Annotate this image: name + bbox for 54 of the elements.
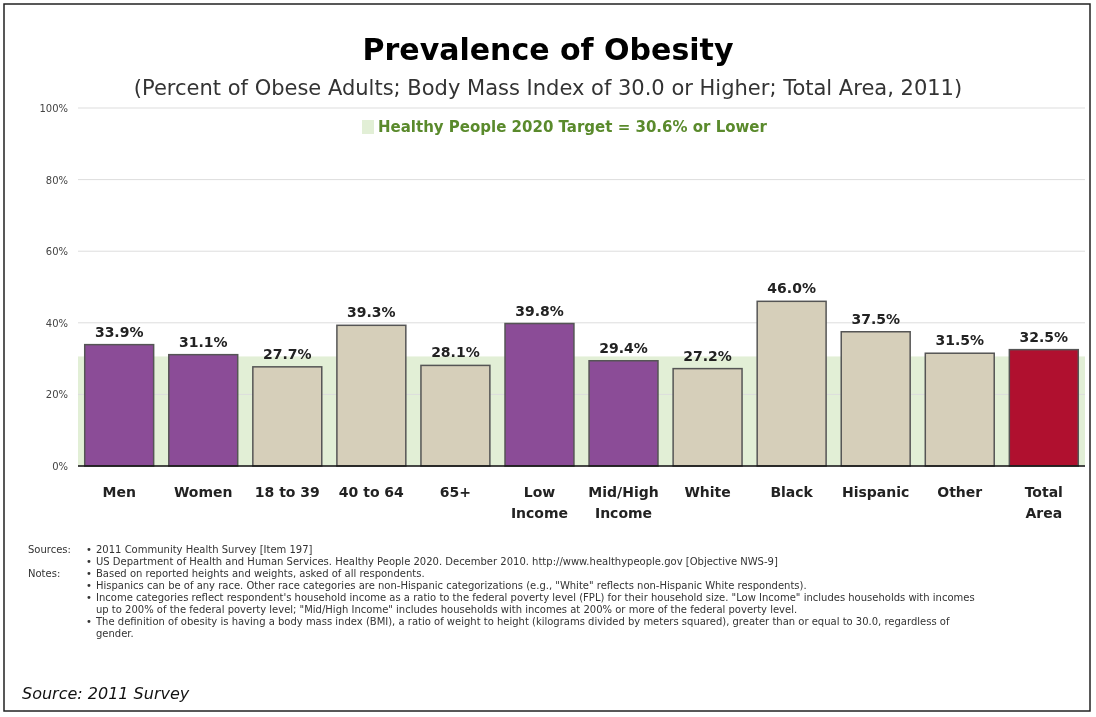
bar — [1008, 348, 1080, 467]
text: • 2011 Community Health Survey [Item 197] — [86, 544, 313, 555]
y-tick-label: 20% — [45, 389, 68, 401]
data-label: 27.7% — [263, 345, 312, 362]
bar — [840, 331, 911, 467]
data-label: 39.3% — [347, 304, 396, 321]
x-tick-label: Men — [102, 484, 136, 500]
x-tick-label: White — [684, 484, 731, 500]
source-note: Source: 2011 Survey — [22, 684, 190, 703]
bar — [504, 322, 575, 467]
chart-subtitle: (Percent of Obese Adults; Body Mass Index of 30.0 or Higher; Total Area, 2011) — [133, 76, 963, 100]
x-tick-label: Other — [937, 484, 983, 500]
text: • US Department of Health and Human Services. Healthy People 2020. December 2010. http://www.healthypeople.gov [Objective NWS-9] — [86, 556, 778, 567]
data-label: 31.1% — [178, 333, 228, 350]
y-tick-label: 40% — [45, 317, 68, 329]
data-label: 29.4% — [599, 339, 648, 356]
data-label: 37.5% — [851, 310, 900, 327]
x-tick-label: Women — [173, 484, 233, 500]
legend-label: Healthy People 2020 Target = 30.6% or Lower — [378, 118, 768, 136]
bar — [672, 367, 743, 467]
text: • The definition of obesity is having a body mass index (BMI), a ratio of weight to height (kilograms divided by meters squared), greater than or equal to 30.0, regardless of gender. — [86, 616, 950, 639]
x-tick-label: 18 to 39 — [254, 484, 320, 500]
x-tick-label: Hispanic — [842, 484, 910, 500]
y-tick-label: 0% — [52, 461, 68, 472]
y-tick-label: 100% — [39, 103, 68, 114]
bar — [168, 353, 239, 467]
x-tick-label: Mid/High Income — [588, 484, 659, 521]
data-label: 28.1% — [431, 344, 480, 361]
x-tick-label: Black — [770, 484, 814, 500]
bar — [252, 366, 323, 467]
bar — [756, 300, 827, 467]
text: • Income categories reflect respondent's household income as a ratio to the federal poverty level (FPL) for their household size. "Low Income" includes households with incomes up to 200% of the federal poverty level; "Mid/High Income" includes households with incomes at 200% or more of the federal poverty level. — [86, 592, 975, 615]
x-tick-label: Low Income — [510, 484, 569, 521]
y-tick-label: 80% — [45, 174, 68, 186]
bar — [336, 324, 407, 467]
data-label: 27.2% — [683, 347, 732, 364]
text: • Based on reported heights and weights, asked of all respondents. — [86, 568, 425, 579]
bar — [588, 360, 659, 467]
x-tick-label: Total Area — [1024, 484, 1063, 521]
data-label: 33.9% — [94, 323, 144, 340]
y-tick-label: 60% — [45, 246, 68, 258]
text: • Hispanics can be of any race. Other race categories are non-Hispanic categorizations (e.g., "White" reflects non-Hispanic White respondents). — [86, 580, 807, 591]
data-label: 31.5% — [935, 332, 985, 349]
bar — [924, 352, 995, 467]
bar — [83, 343, 155, 467]
x-tick-label: 65+ — [439, 484, 472, 500]
data-label: 46.0% — [767, 280, 816, 297]
chart-title: Prevalence of Obesity — [362, 32, 734, 67]
x-tick-label: 40 to 64 — [338, 484, 405, 500]
text: Notes: — [28, 568, 61, 579]
bar — [420, 364, 491, 467]
data-label: 39.8% — [515, 302, 564, 319]
data-label: 32.5% — [1019, 328, 1069, 345]
source-note: Sources: — [28, 544, 71, 555]
